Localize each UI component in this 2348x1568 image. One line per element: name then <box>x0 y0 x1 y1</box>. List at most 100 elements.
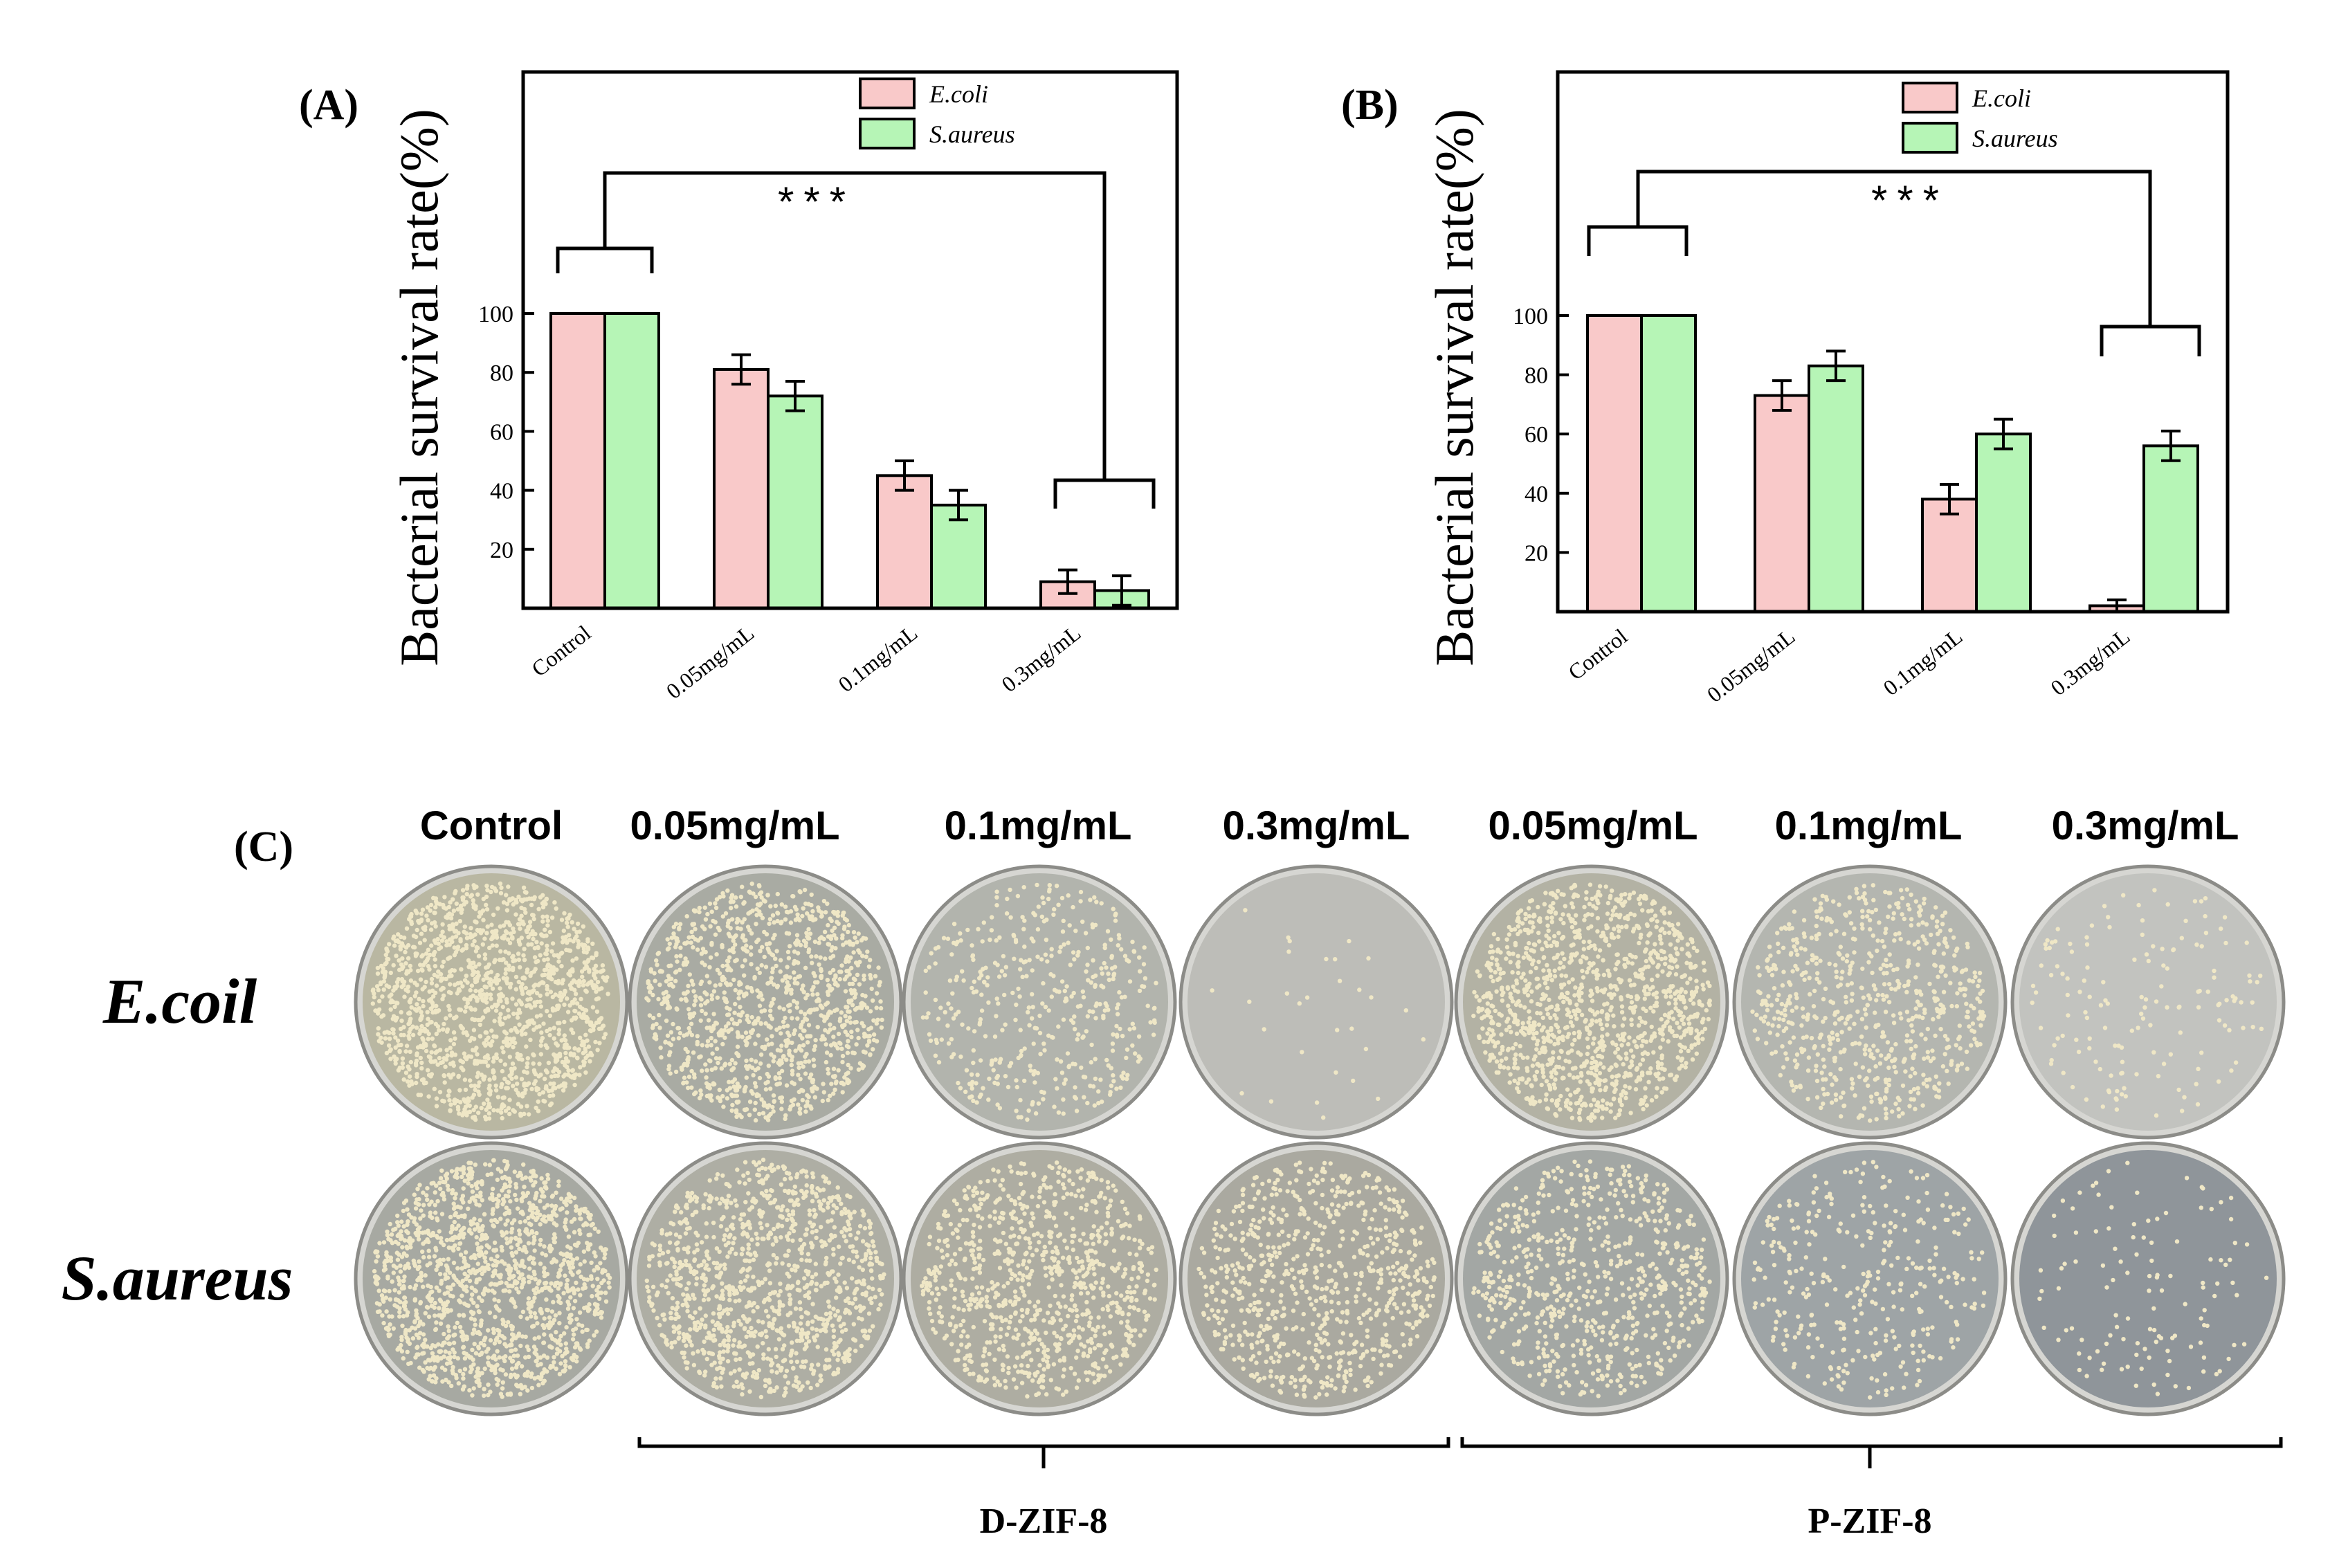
colony <box>590 1023 594 1028</box>
colony <box>740 935 745 940</box>
colony <box>1803 947 1808 952</box>
colony <box>767 921 772 927</box>
colony <box>1507 1024 1512 1030</box>
colony <box>720 963 725 969</box>
colony <box>705 999 710 1004</box>
colony <box>1967 1024 1972 1029</box>
colony <box>757 1075 763 1081</box>
colony <box>790 1080 794 1085</box>
colony <box>411 933 417 938</box>
colony <box>1512 1078 1517 1084</box>
colony <box>1491 1032 1496 1037</box>
colony <box>1852 926 1857 931</box>
colony <box>1075 953 1080 958</box>
colony <box>1864 901 1868 906</box>
colony <box>1111 906 1116 911</box>
colony <box>947 978 953 983</box>
colony <box>800 1097 806 1103</box>
colony <box>1779 926 1784 931</box>
colony <box>1008 915 1013 920</box>
colony <box>877 980 882 985</box>
colony <box>846 1078 851 1083</box>
colony <box>1893 1041 1898 1047</box>
colony <box>504 967 509 972</box>
colony <box>448 1013 453 1018</box>
colony <box>804 1052 809 1057</box>
colony <box>794 1001 800 1005</box>
colony <box>513 899 518 904</box>
colony <box>798 1106 803 1111</box>
colony <box>1621 902 1626 908</box>
colony <box>1670 1029 1675 1034</box>
colony <box>844 1005 848 1010</box>
colony <box>1060 929 1066 934</box>
colony <box>462 1051 467 1056</box>
colony <box>1608 1102 1614 1107</box>
colony <box>1542 976 1548 981</box>
colony <box>797 1065 801 1070</box>
colony <box>1489 974 1493 979</box>
colony <box>938 1005 943 1010</box>
colony <box>403 1049 408 1054</box>
colony <box>1013 940 1019 945</box>
bar-saureus-1 <box>1808 364 1864 613</box>
colony <box>537 1024 542 1029</box>
colony <box>1531 1023 1536 1028</box>
colony <box>1027 958 1032 963</box>
colony <box>1548 973 1553 978</box>
colony <box>1936 974 1940 979</box>
colony <box>1021 927 1026 931</box>
colony <box>1570 1066 1576 1071</box>
colony <box>1627 1071 1632 1077</box>
colony <box>420 987 425 992</box>
colony <box>534 940 539 945</box>
colony <box>1809 936 1814 940</box>
colony <box>1775 931 1780 936</box>
xtick-label: Control <box>1563 623 1632 685</box>
colony <box>517 1022 522 1027</box>
colony <box>818 974 823 979</box>
colony <box>439 987 444 992</box>
colony <box>1636 897 1641 902</box>
colony <box>1050 1035 1055 1040</box>
colony <box>826 992 831 997</box>
colony <box>756 1033 761 1038</box>
colony <box>1808 992 1812 997</box>
colony <box>1574 893 1579 898</box>
colony <box>958 931 963 936</box>
colony <box>662 996 667 1001</box>
colony <box>511 958 516 964</box>
colony <box>1247 999 1252 1004</box>
colony <box>974 1100 979 1105</box>
colony <box>1056 902 1061 907</box>
colony <box>441 959 446 965</box>
colony <box>698 1018 703 1023</box>
colony <box>1061 1097 1066 1102</box>
colony <box>1551 892 1556 897</box>
colony <box>812 1095 818 1100</box>
colony <box>839 1046 844 1051</box>
colony <box>1031 1072 1036 1077</box>
colony <box>1675 964 1680 969</box>
colony <box>516 1091 520 1095</box>
colony <box>591 985 597 991</box>
colony <box>856 948 861 953</box>
colony <box>484 931 489 936</box>
colony <box>557 1021 562 1025</box>
colony <box>398 944 403 949</box>
colony <box>581 983 586 988</box>
colony <box>1813 1068 1819 1073</box>
xtick-label: 0.05mg/mL <box>1702 623 1800 707</box>
colony <box>1024 974 1029 978</box>
colony <box>813 917 818 922</box>
colony <box>1945 1037 1950 1042</box>
colony <box>418 1093 424 1097</box>
colony <box>1480 1016 1484 1021</box>
colony <box>1623 1095 1628 1101</box>
colony <box>473 1087 477 1093</box>
colony <box>499 1084 504 1090</box>
colony <box>549 949 554 954</box>
panel-a-label: (A) <box>299 82 358 129</box>
colony <box>1619 995 1623 1000</box>
colony <box>778 1095 783 1100</box>
